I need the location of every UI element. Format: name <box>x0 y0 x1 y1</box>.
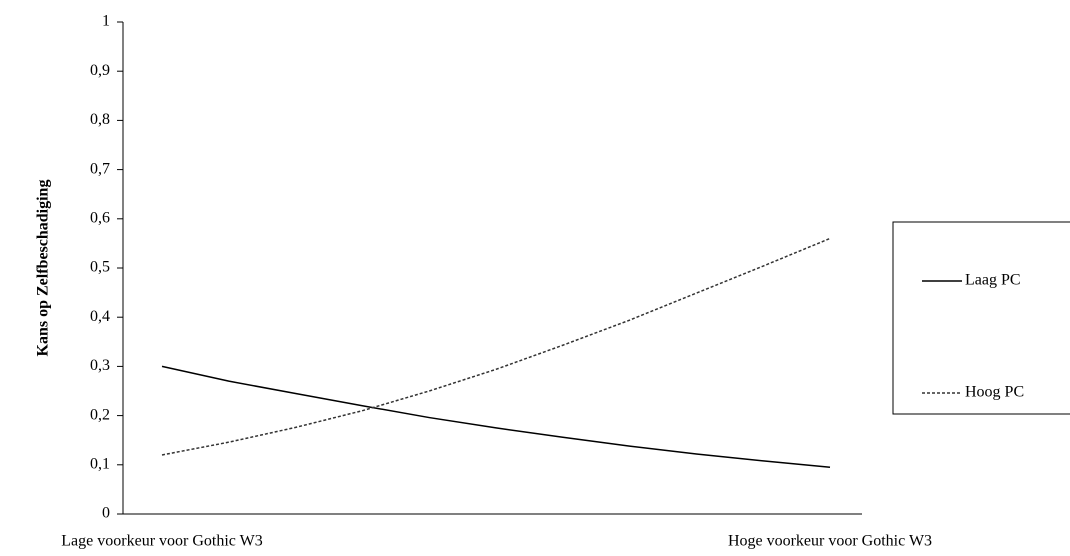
y-tick-label: 0,7 <box>90 160 110 177</box>
y-tick-label: 0,9 <box>90 62 110 79</box>
y-tick-label: 0,2 <box>90 406 110 423</box>
y-tick-label: 0,4 <box>90 308 110 325</box>
y-tick-label: 0,6 <box>90 209 110 226</box>
y-tick-label: 1 <box>102 13 110 30</box>
x-tick-label: Lage voorkeur voor Gothic W3 <box>61 533 262 550</box>
y-tick-label: 0 <box>102 505 110 522</box>
series-line <box>161 365 831 469</box>
x-tick-label: Hoge voorkeur voor Gothic W3 <box>728 533 932 550</box>
legend-label: Laag PC <box>965 272 1021 289</box>
y-tick-label: 0,5 <box>90 259 110 276</box>
y-axis-title: Kans op Zelfbeschadiging <box>35 180 52 357</box>
y-tick-label: 0,8 <box>90 111 110 128</box>
y-tick-label: 0,3 <box>90 357 110 374</box>
y-tick-label: 0,1 <box>90 455 110 472</box>
legend-label: Hoog PC <box>965 384 1024 401</box>
series-line <box>161 237 831 456</box>
legend-box <box>892 221 1070 415</box>
